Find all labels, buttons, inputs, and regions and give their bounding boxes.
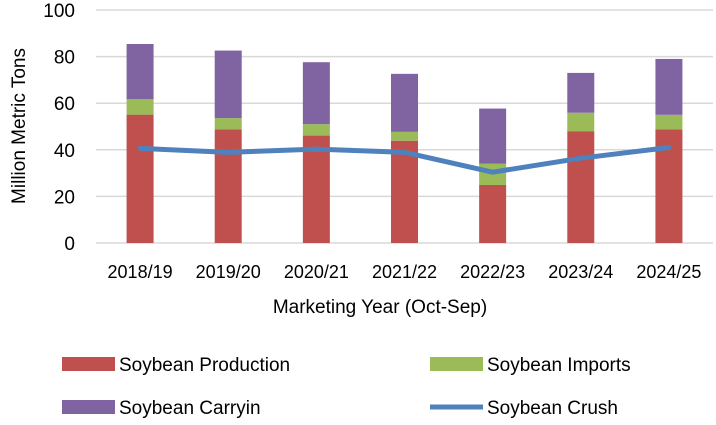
bar-soybean-imports (302, 124, 330, 136)
legend: Soybean Production Soybean Imports Soybean… (62, 355, 631, 419)
x-tick-label: 2018/19 (108, 262, 173, 282)
y-tick-label: 0 (64, 234, 75, 255)
legend-label: Soybean Crush (487, 398, 618, 419)
x-axis-label: Marketing Year (Oct-Sep) (273, 297, 487, 318)
y-axis-ticks: 0 20 40 60 80 100 (43, 1, 75, 255)
bar-soybean-carryin (655, 58, 683, 115)
y-tick-label: 40 (54, 141, 75, 162)
x-tick-label: 2024/25 (636, 262, 701, 282)
bars (126, 44, 683, 243)
legend-label: Soybean Imports (487, 355, 631, 376)
bar-soybean-imports (391, 131, 418, 141)
bar-soybean-carryin (479, 108, 507, 164)
bar-soybean-production (126, 114, 154, 243)
legend-label: Soybean Production (119, 355, 290, 376)
crush-line (137, 144, 672, 175)
bar-soybean-production (391, 140, 418, 243)
y-tick-label: 100 (43, 1, 75, 22)
bar-soybean-imports (214, 118, 242, 130)
bar-soybean-production (302, 135, 330, 243)
y-tick-label: 80 (54, 48, 75, 69)
bar-soybean-production (479, 184, 507, 243)
legend-swatch (62, 357, 115, 371)
x-tick-label: 2019/20 (196, 262, 261, 282)
bar-soybean-carryin (214, 50, 242, 119)
x-tick-label: 2022/23 (460, 262, 525, 282)
y-tick-label: 20 (54, 187, 75, 208)
bar-soybean-carryin (567, 72, 595, 113)
x-tick-label: 2023/24 (548, 262, 613, 282)
x-tick-label: 2020/21 (284, 262, 349, 282)
bar-soybean-production (567, 131, 595, 243)
y-tick-label: 60 (54, 94, 75, 115)
bar-soybean-production (214, 129, 242, 243)
bar-soybean-carryin (302, 62, 330, 125)
y-axis-label: Million Metric Tons (9, 48, 30, 204)
bar-soybean-imports (126, 99, 154, 115)
x-tick-label: 2021/22 (372, 262, 437, 282)
bar-soybean-imports (567, 112, 595, 132)
legend-swatch (430, 357, 483, 371)
bar-soybean-carryin (126, 44, 154, 100)
legend-label: Soybean Carryin (119, 398, 261, 419)
x-axis-ticks: 2018/19 2019/20 2020/21 2021/22 2022/23 2023/… (108, 262, 702, 282)
bar-soybean-carryin (391, 73, 418, 132)
bar-soybean-imports (655, 114, 683, 130)
legend-swatch (62, 400, 115, 414)
